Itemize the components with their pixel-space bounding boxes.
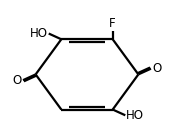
Text: HO: HO [30, 27, 48, 40]
Text: F: F [109, 17, 116, 30]
Text: O: O [153, 62, 162, 75]
Text: HO: HO [126, 109, 144, 122]
Text: O: O [12, 74, 21, 87]
